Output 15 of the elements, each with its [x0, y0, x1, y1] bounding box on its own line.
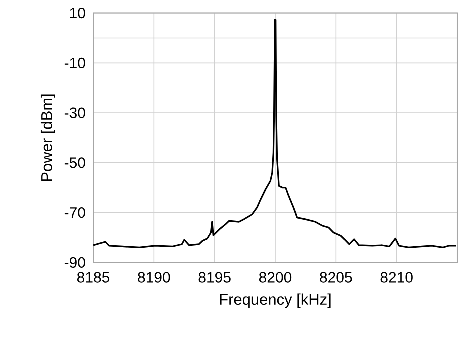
- x-tick-label: 8205: [320, 272, 352, 283]
- x-axis-title: Frequency [kHz]: [220, 294, 331, 308]
- x-tick-label: 8210: [380, 272, 413, 283]
- x-tick-label: 8190: [138, 272, 170, 283]
- x-tick-label: 8185: [77, 272, 110, 283]
- y-tick-label: -50: [64, 158, 86, 168]
- y-axis-title: Power [dBm]: [40, 94, 56, 182]
- x-tick-label: 8195: [198, 272, 231, 283]
- y-tick-label: -70: [64, 207, 86, 218]
- y-tick-label: 10: [70, 8, 86, 19]
- y-tick-label: -10: [64, 58, 86, 68]
- y-tick-label: -30: [64, 108, 86, 118]
- line-series: [94, 19, 458, 249]
- y-tick-label: -90: [64, 257, 86, 268]
- x-tick-label: 8200: [259, 272, 292, 283]
